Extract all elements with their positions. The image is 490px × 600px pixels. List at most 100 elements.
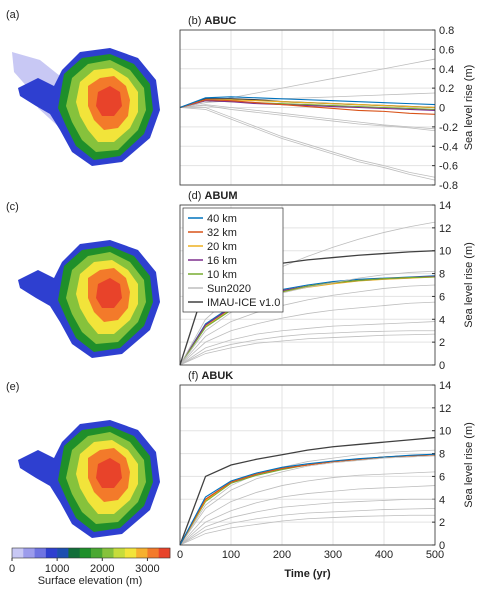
legend-label: Sun2020: [207, 283, 251, 295]
x-tick-label: 500: [426, 549, 444, 561]
colorbar-swatch: [158, 548, 171, 558]
colorbar-label: Surface elevation (m): [38, 575, 143, 587]
y-tick-label: 2: [439, 517, 445, 529]
series-line: [179, 301, 436, 366]
series-line: [179, 284, 436, 366]
y-tick-label: 0.2: [439, 83, 454, 95]
y-tick-label: 2: [439, 337, 445, 349]
series-line: [179, 105, 436, 132]
y-axis-label: Sea level rise (m): [463, 65, 475, 151]
series-line: [179, 508, 436, 546]
colorbar-tick-label: 3000: [135, 563, 159, 575]
colorbar-swatch: [147, 548, 160, 558]
colorbar-swatch: [79, 548, 92, 558]
colorbar-swatch: [23, 548, 35, 558]
colorbar-swatch: [34, 548, 47, 558]
map-e: [18, 420, 160, 538]
y-tick-label: 6: [439, 471, 445, 483]
chart-title-text: ABUK: [201, 370, 233, 382]
colorbar-swatch: [45, 548, 58, 558]
series-line: [179, 99, 436, 115]
panel-label: (d): [188, 190, 201, 202]
x-tick-label: 400: [375, 549, 393, 561]
plot-frame: [179, 384, 436, 546]
map-c: [18, 240, 160, 358]
x-tick-label: 100: [222, 549, 240, 561]
legend-label: 20 km: [207, 241, 237, 253]
chart-title-text: ABUC: [205, 15, 237, 27]
panel-label: (f): [188, 370, 198, 382]
legend-label: IMAU-ICE v1.0: [207, 297, 280, 309]
series-line: [179, 333, 436, 366]
series-line: [179, 330, 435, 366]
series-line: [179, 498, 435, 546]
y-axis-label: Sea level rise (m): [463, 242, 475, 328]
chart-title: (b) ABUC: [188, 15, 236, 27]
series-line: [179, 453, 436, 546]
y-tick-label: 14: [439, 200, 451, 212]
series-line: [179, 104, 436, 130]
legend-label: 40 km: [207, 213, 237, 225]
y-tick-label: -0.4: [439, 141, 458, 153]
series-line: [179, 449, 436, 546]
colorbar-swatch: [68, 548, 81, 558]
colorbar-swatch: [124, 548, 137, 558]
x-axis-label: Time (yr): [284, 568, 331, 580]
chart-title-text: ABUM: [205, 190, 238, 202]
series-line: [180, 107, 436, 178]
y-tick-label: 0.8: [439, 25, 454, 37]
colorbar-swatch: [136, 548, 148, 558]
series-line: [179, 321, 436, 366]
legend-label: 10 km: [207, 269, 237, 281]
x-tick-label: 200: [273, 549, 291, 561]
series-line: [179, 485, 436, 546]
series-line: [179, 99, 436, 109]
map-label: (e): [6, 381, 19, 393]
colorbar-swatch: [91, 548, 103, 558]
chart-title: (d) ABUM: [188, 190, 238, 202]
series-line: [179, 96, 436, 109]
y-tick-label: 10: [439, 246, 451, 258]
plot-frame: [179, 204, 436, 366]
colorbar-tick-label: 1000: [45, 563, 69, 575]
y-tick-label: 8: [439, 449, 445, 461]
map-label: (a): [6, 9, 19, 21]
y-tick-label: 0.6: [439, 44, 454, 56]
y-tick-label: -0.2: [439, 122, 458, 134]
y-tick-label: 12: [439, 403, 451, 415]
series-line: [179, 471, 436, 546]
colorbar-swatch: [102, 548, 114, 558]
series-line: [179, 270, 436, 366]
series-line: [179, 107, 436, 181]
x-tick-label: 0: [177, 549, 183, 561]
series-line: [179, 100, 436, 111]
y-tick-label: 4: [439, 494, 445, 506]
series-line: [179, 514, 435, 546]
y-axis-label: Sea level rise (m): [463, 422, 475, 508]
map-a: [12, 48, 160, 166]
y-tick-label: -0.6: [439, 161, 458, 173]
y-tick-label: 10: [439, 426, 451, 438]
map-label: (c): [6, 201, 19, 213]
colorbar-swatch: [12, 548, 24, 558]
chart-title: (f) ABUK: [188, 370, 233, 382]
colorbar-swatch: [57, 548, 69, 558]
series-line: [179, 275, 436, 366]
series-line: [179, 436, 436, 546]
colorbar-tick-label: 2000: [90, 563, 114, 575]
colorbar-tick-label: 0: [9, 563, 15, 575]
legend-label: 16 km: [207, 255, 237, 267]
colorbar-swatch: [113, 548, 126, 558]
y-tick-label: 0.4: [439, 64, 454, 76]
series-line: [179, 455, 436, 546]
legend-label: 32 km: [207, 227, 237, 239]
colorbar-frame: [11, 547, 171, 559]
panel-label: (b): [188, 15, 201, 27]
series-line: [179, 276, 436, 366]
y-tick-label: 8: [439, 269, 445, 281]
y-tick-label: 0: [439, 360, 445, 372]
y-tick-label: -0.8: [439, 180, 458, 192]
plot-frame: [179, 29, 436, 186]
y-tick-label: 12: [439, 223, 451, 235]
